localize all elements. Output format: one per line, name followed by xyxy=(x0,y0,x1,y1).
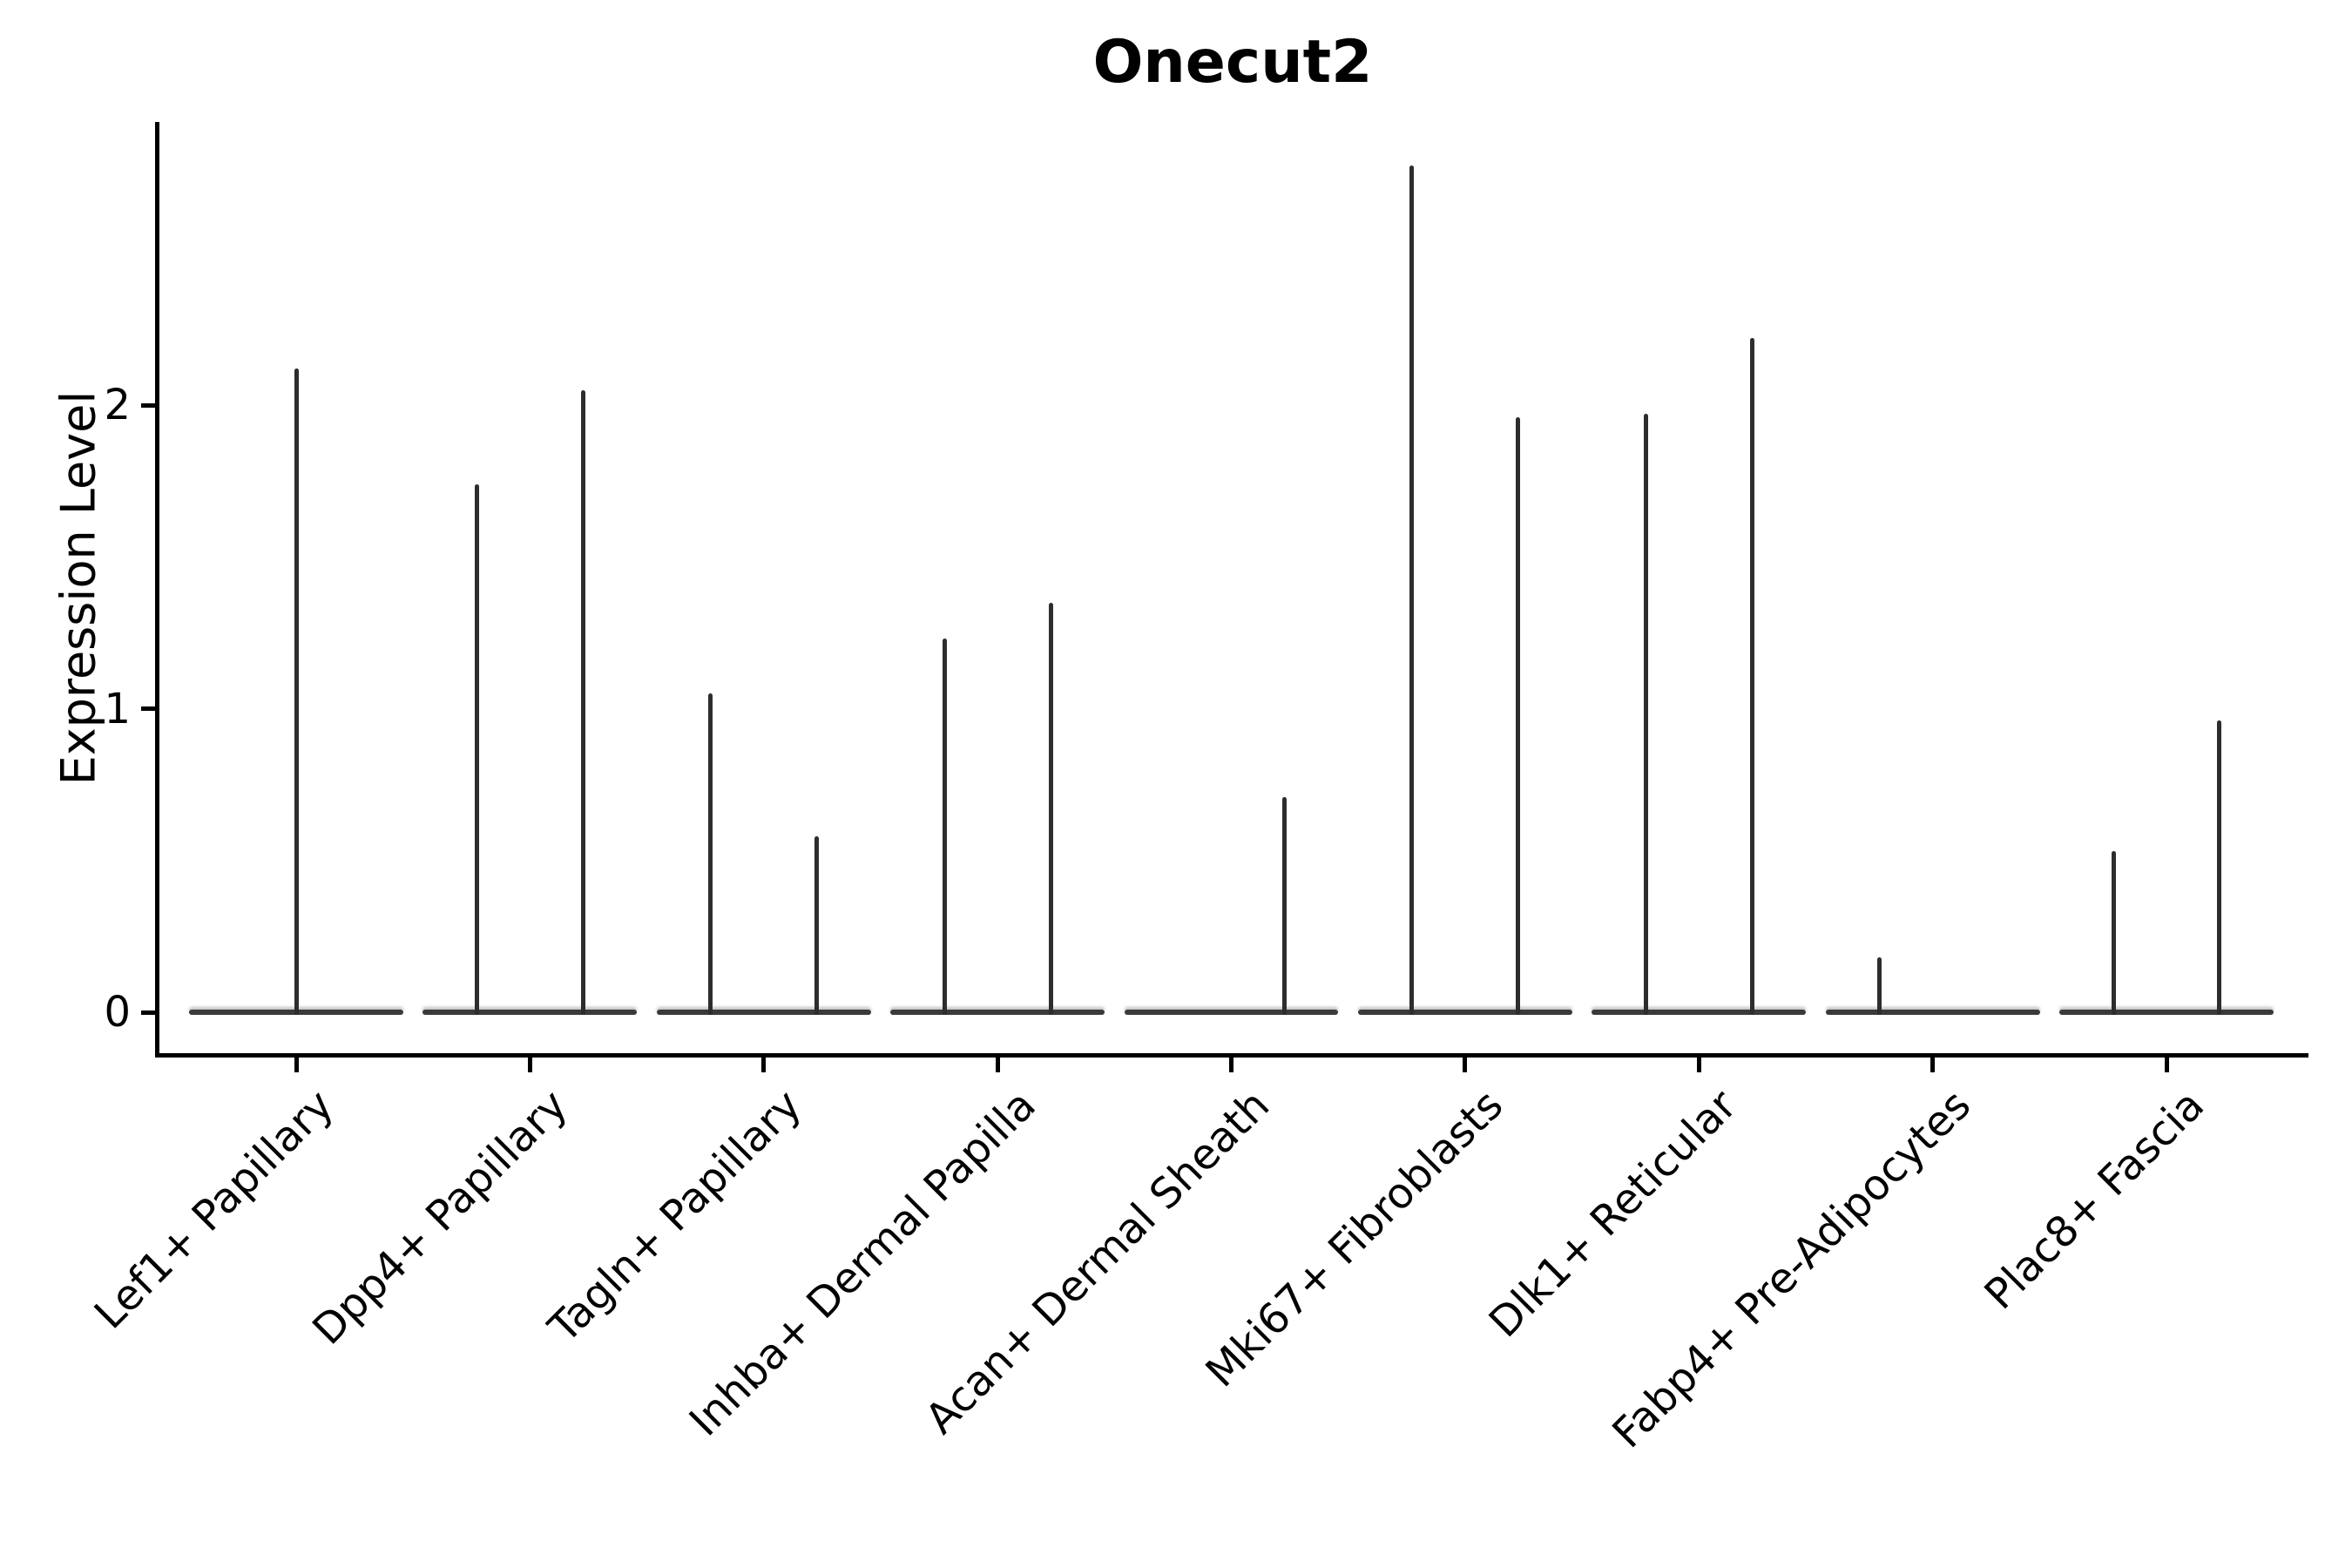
y-tick-mark xyxy=(140,1010,155,1015)
violin-spike xyxy=(474,483,479,1015)
violin-spike xyxy=(1643,414,1648,1015)
violin-spike xyxy=(1877,957,1882,1015)
violin-spike xyxy=(708,693,713,1015)
violin-baseline xyxy=(1124,1010,1339,1015)
x-axis-spine xyxy=(154,1052,2308,1058)
violin-spike xyxy=(294,368,299,1015)
x-tick-label-2: Dpp4+ Papillary xyxy=(303,1080,578,1355)
x-tick-mark xyxy=(995,1057,1000,1072)
y-tick-mark xyxy=(140,706,155,711)
violin-spike xyxy=(1516,416,1521,1015)
violin-spike xyxy=(1048,602,1053,1015)
violin-baseline xyxy=(1357,1010,1572,1015)
violin-baseline xyxy=(2059,1010,2274,1015)
x-tick-mark xyxy=(1229,1057,1233,1072)
x-tick-mark xyxy=(1696,1057,1701,1072)
x-tick-mark xyxy=(761,1057,767,1072)
violin-baseline xyxy=(422,1010,638,1015)
violin-spike xyxy=(942,639,947,1015)
x-tick-mark xyxy=(1930,1057,1936,1072)
x-tick-mark xyxy=(294,1057,299,1072)
x-tick-mark xyxy=(2164,1057,2169,1072)
y-tick-label: 2 xyxy=(104,381,131,429)
violin-baseline xyxy=(656,1010,871,1015)
violin-baseline xyxy=(1825,1010,2040,1015)
violin-spike xyxy=(814,835,820,1015)
y-tick-mark xyxy=(140,402,155,408)
violin-spike xyxy=(2217,720,2222,1015)
violin-spike xyxy=(580,389,585,1015)
y-axis-spine xyxy=(154,122,159,1058)
x-tick-mark xyxy=(1463,1057,1468,1072)
y-tick-label: 1 xyxy=(104,684,131,733)
x-tick-label-3: Tagln+ Papillary xyxy=(539,1080,811,1353)
x-tick-mark xyxy=(527,1057,532,1072)
y-tick-label: 0 xyxy=(104,988,131,1037)
violin-baseline xyxy=(890,1010,1105,1015)
violin-baseline xyxy=(1592,1010,1807,1015)
violin-spike xyxy=(2111,851,2116,1015)
violin-spike xyxy=(1749,338,1754,1015)
x-tick-label-7: Dlk1+ Reticular xyxy=(1479,1080,1747,1348)
violin-spike xyxy=(1281,796,1287,1015)
x-tick-label-9: Plac8+ Fascia xyxy=(1975,1080,2214,1320)
x-tick-label-1: Lef1+ Papillary xyxy=(85,1080,344,1339)
violin-spike xyxy=(1409,165,1415,1015)
chart-title: Onecut2 xyxy=(1092,28,1373,97)
